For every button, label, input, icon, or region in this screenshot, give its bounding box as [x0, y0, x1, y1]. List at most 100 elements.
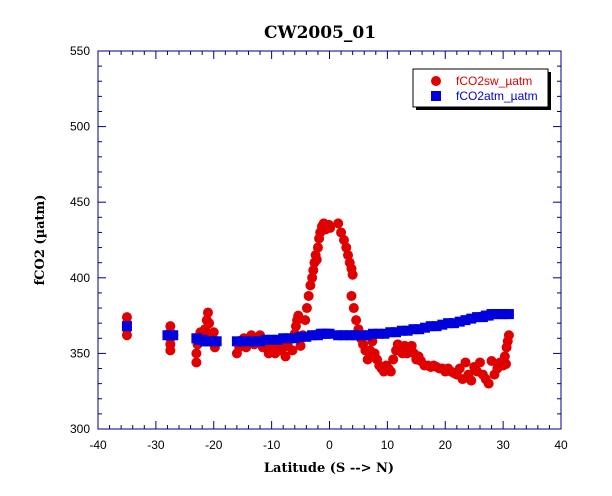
data-point-square — [243, 336, 254, 347]
data-point-square — [249, 336, 260, 347]
data-point-square — [283, 333, 294, 344]
data-point-circle — [165, 321, 176, 332]
x-tick-label: -30 — [147, 438, 165, 452]
data-point-circle — [343, 250, 354, 261]
data-point-circle — [385, 366, 396, 377]
data-point-circle — [191, 348, 202, 359]
x-tick-label: -20 — [205, 438, 223, 452]
data-point-circle — [311, 254, 322, 265]
data-point-square — [168, 330, 179, 341]
x-tick-label: -10 — [263, 438, 281, 452]
data-point-circle — [388, 354, 399, 365]
x-axis-label: Latitude (S --> N) — [264, 461, 394, 476]
data-point-circle — [348, 303, 359, 314]
data-point-square — [231, 336, 242, 347]
data-point-circle — [333, 218, 344, 229]
data-point-square — [289, 333, 300, 344]
data-point-circle — [501, 358, 512, 369]
data-point-square — [472, 312, 483, 323]
legend-marker-fco2atm — [431, 91, 441, 101]
data-point-square — [301, 331, 312, 342]
y-axis-label: fCO2 (µatm) — [33, 195, 48, 286]
data-point-square — [402, 325, 413, 336]
data-point-circle — [347, 269, 358, 280]
data-point-circle — [460, 357, 471, 368]
y-axis: 300 350 400 450 500 550 — [70, 44, 561, 436]
x-tick-label: 20 — [439, 438, 453, 452]
x-tick-label: 30 — [496, 438, 510, 452]
chart-title: CW2005_01 — [264, 23, 376, 43]
data-point-square — [431, 321, 442, 332]
data-point-square — [373, 328, 384, 339]
x-tick-label: -40 — [89, 438, 107, 452]
legend-label-fco2atm: fCO2atm_µatm — [456, 89, 538, 103]
data-point-square — [503, 309, 514, 320]
data-point-square — [266, 334, 277, 345]
data-point-circle — [486, 355, 497, 366]
data-point-circle — [280, 351, 291, 362]
data-point-circle — [191, 357, 202, 368]
data-point-circle — [303, 290, 314, 301]
data-point-circle — [503, 330, 514, 341]
data-point-square — [391, 327, 402, 338]
y-tick-label: 550 — [70, 44, 90, 58]
data-point-circle — [406, 340, 417, 351]
data-point-square — [278, 333, 289, 344]
data-point-square — [211, 336, 222, 347]
data-point-square — [307, 330, 318, 341]
data-point-circle — [307, 272, 318, 283]
data-point-square — [356, 330, 367, 341]
x-tick-label: 0 — [326, 438, 333, 452]
data-point-circle — [202, 307, 213, 318]
y-tick-label: 450 — [70, 195, 90, 209]
data-point-square — [350, 330, 361, 341]
data-point-square — [362, 330, 373, 341]
data-point-circle — [300, 315, 311, 326]
data-point-circle — [121, 312, 132, 323]
data-point-circle — [474, 357, 485, 368]
data-point-square — [448, 318, 459, 329]
data-point-square — [255, 336, 266, 347]
data-point-square — [396, 325, 407, 336]
data-point-square — [338, 330, 349, 341]
data-point-circle — [362, 354, 373, 365]
data-point-square — [295, 331, 306, 342]
data-point-circle — [295, 340, 306, 351]
y-tick-label: 300 — [70, 422, 90, 436]
data-point-circle — [346, 290, 357, 301]
data-point-square — [272, 334, 283, 345]
data-point-circle — [351, 315, 362, 326]
data-point-circle — [204, 318, 215, 329]
data-point-square — [344, 330, 355, 341]
data-point-circle — [341, 242, 352, 253]
data-point-circle — [301, 303, 312, 314]
legend-marker-fco2sw — [431, 76, 441, 86]
data-point-square — [408, 324, 419, 335]
data-point-square — [121, 321, 132, 332]
data-point-circle — [305, 280, 316, 291]
plot-area — [121, 218, 514, 389]
data-point-square — [454, 316, 465, 327]
data-point-square — [460, 315, 471, 326]
data-point-circle — [208, 327, 219, 338]
series-1 — [121, 309, 514, 347]
data-point-circle — [312, 242, 323, 253]
data-point-circle — [338, 235, 349, 245]
series-0 — [121, 218, 514, 389]
data-point-square — [466, 313, 477, 324]
data-point-circle — [499, 351, 510, 362]
data-point-square — [425, 321, 436, 332]
x-tick-label: 40 — [554, 438, 568, 452]
x-axis: -40 -30 -20 -10 0 10 20 30 40 — [89, 51, 568, 452]
y-tick-label: 500 — [70, 120, 90, 134]
data-point-circle — [336, 227, 347, 238]
y-tick-label: 350 — [70, 346, 90, 360]
data-point-square — [324, 328, 335, 339]
y-tick-label: 400 — [70, 271, 90, 285]
data-point-square — [414, 324, 425, 335]
data-point-circle — [287, 345, 298, 356]
legend: fCO2sw_µatm fCO2atm_µatm — [412, 68, 551, 110]
data-point-circle — [308, 265, 319, 276]
legend-label-fco2sw: fCO2sw_µatm — [456, 74, 532, 88]
